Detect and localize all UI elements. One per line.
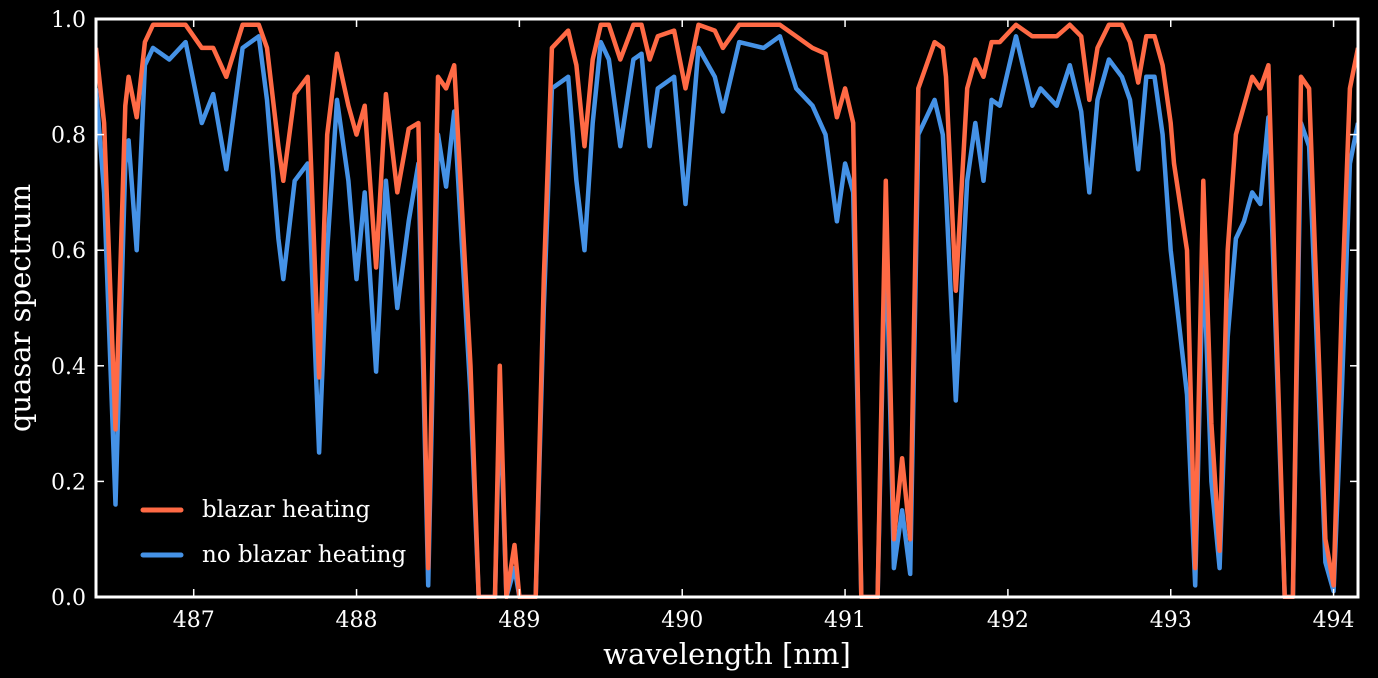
series-line-no-blazar-heating xyxy=(96,34,1358,599)
x-tick-label: 493 xyxy=(1150,608,1192,633)
legend-label-blazar-heating: blazar heating xyxy=(202,497,370,523)
y-tick-label: 0.6 xyxy=(51,239,86,264)
plot-frame xyxy=(94,17,1360,599)
x-axis-label: wavelength [nm] xyxy=(603,637,851,671)
legend-label-no-blazar-heating: no blazar heating xyxy=(202,542,406,568)
x-tick-label: 490 xyxy=(661,608,703,633)
x-tick-label: 489 xyxy=(498,608,540,633)
y-tick-label: 0.2 xyxy=(51,470,86,495)
x-tick-label: 487 xyxy=(173,608,215,633)
y-tick-label: 0.4 xyxy=(51,355,86,380)
series-line-blazar-heating xyxy=(96,22,1358,599)
y-axis-label: quasar spectrum xyxy=(3,184,37,432)
x-tick-label: 492 xyxy=(987,608,1029,633)
x-tick-label: 491 xyxy=(824,608,866,633)
series-layer xyxy=(96,22,1358,599)
legend: blazar heating no blazar heating xyxy=(140,497,406,568)
ticks-layer: 487 488 489 490 491 492 493 494 0.0 0.2 0.4 0.6 0.8 1… xyxy=(51,8,1358,633)
x-tick-label: 488 xyxy=(336,608,378,633)
y-tick-label: 0.0 xyxy=(51,586,86,611)
y-tick-label: 0.8 xyxy=(51,124,86,149)
x-tick-label: 494 xyxy=(1313,608,1355,633)
y-tick-label: 1.0 xyxy=(51,8,86,33)
